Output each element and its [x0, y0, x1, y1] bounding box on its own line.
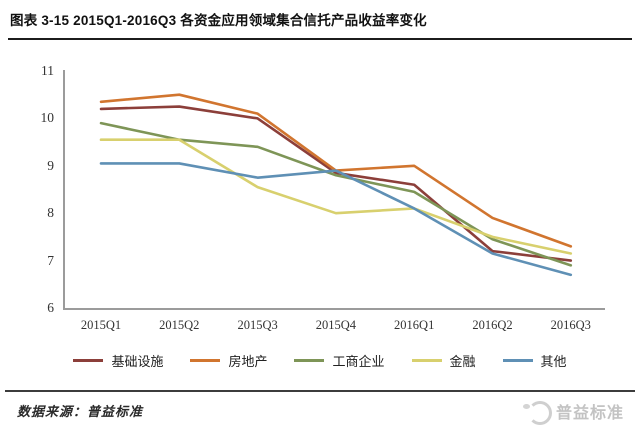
legend-swatch — [73, 359, 104, 362]
legend-item-工商企业: 工商企业 — [294, 351, 385, 370]
data-source: 数据来源：普益标准 — [17, 404, 144, 419]
series-line-基础设施 — [99, 105, 573, 262]
y-tick-label: 11 — [41, 63, 54, 78]
page-title: 图表 3-15 2015Q1-2016Q3 各资金应用领域集合信托产品收益率变化 — [10, 13, 427, 28]
legend-item-其他: 其他 — [502, 351, 567, 370]
legend-item-金融: 金融 — [411, 351, 476, 370]
x-tick-label: 2015Q4 — [315, 318, 357, 332]
y-tick-label: 7 — [47, 252, 54, 268]
puyi-logo-text: 普益标准 — [555, 405, 624, 422]
yield-line-chart: 11 10 9 8 7 6 2015Q1 2015Q2 2015Q3 2015Q4 2016Q1 2… — [0, 44, 640, 380]
series-line-其他 — [99, 162, 573, 277]
legend-swatch — [411, 359, 442, 362]
chart-legend: 基础设施 房地产 工商企业 金融 其他 — [0, 351, 640, 370]
legend-label: 金融 — [449, 354, 476, 369]
legend-label: 房地产 — [228, 354, 268, 369]
puyi-logo: 普益标准 — [522, 398, 624, 425]
puyi-logo-icon — [522, 398, 552, 425]
y-tick-label: 6 — [47, 300, 54, 315]
x-tick-label: 2016Q1 — [394, 318, 435, 332]
y-tick-label: 9 — [47, 157, 54, 173]
x-axis — [63, 308, 605, 310]
title-divider — [8, 38, 632, 40]
y-tick-label: 10 — [40, 110, 55, 126]
x-tick-label: 2016Q2 — [472, 318, 513, 332]
series-line-金融 — [99, 138, 573, 255]
legend-item-基础设施: 基础设施 — [73, 351, 163, 370]
x-tick-label: 2015Q2 — [159, 318, 200, 332]
y-tick-label: 8 — [47, 205, 54, 221]
footer-divider — [5, 390, 635, 392]
y-axis — [63, 70, 65, 309]
legend-label: 基础设施 — [111, 354, 164, 369]
x-tick-label: 2015Q3 — [237, 318, 278, 332]
legend-label: 其他 — [540, 354, 567, 369]
series-line-工商企业 — [99, 121, 573, 267]
legend-swatch — [294, 359, 325, 362]
x-tick-label: 2016Q3 — [550, 318, 591, 332]
x-tick-label: 2015Q1 — [80, 318, 122, 332]
legend-swatch — [502, 359, 533, 362]
legend-label: 工商企业 — [332, 354, 385, 369]
legend-item-房地产: 房地产 — [190, 351, 267, 370]
chart-canvas — [99, 93, 573, 277]
legend-swatch — [190, 359, 221, 362]
